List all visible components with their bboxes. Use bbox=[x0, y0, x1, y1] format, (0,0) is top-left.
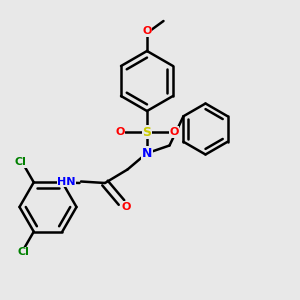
Text: S: S bbox=[142, 125, 152, 139]
Text: HN: HN bbox=[57, 176, 76, 187]
Text: Cl: Cl bbox=[15, 157, 27, 167]
Text: O: O bbox=[121, 202, 131, 212]
Text: O: O bbox=[142, 26, 152, 37]
Text: Cl: Cl bbox=[17, 247, 29, 257]
Text: N: N bbox=[142, 146, 152, 160]
Text: O: O bbox=[115, 127, 125, 137]
Text: O: O bbox=[169, 127, 179, 137]
